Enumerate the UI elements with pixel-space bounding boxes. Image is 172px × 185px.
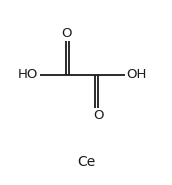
Text: OH: OH — [126, 68, 147, 81]
Text: HO: HO — [18, 68, 38, 81]
Text: O: O — [61, 27, 72, 40]
Text: Ce: Ce — [77, 155, 95, 169]
Text: O: O — [93, 109, 103, 122]
